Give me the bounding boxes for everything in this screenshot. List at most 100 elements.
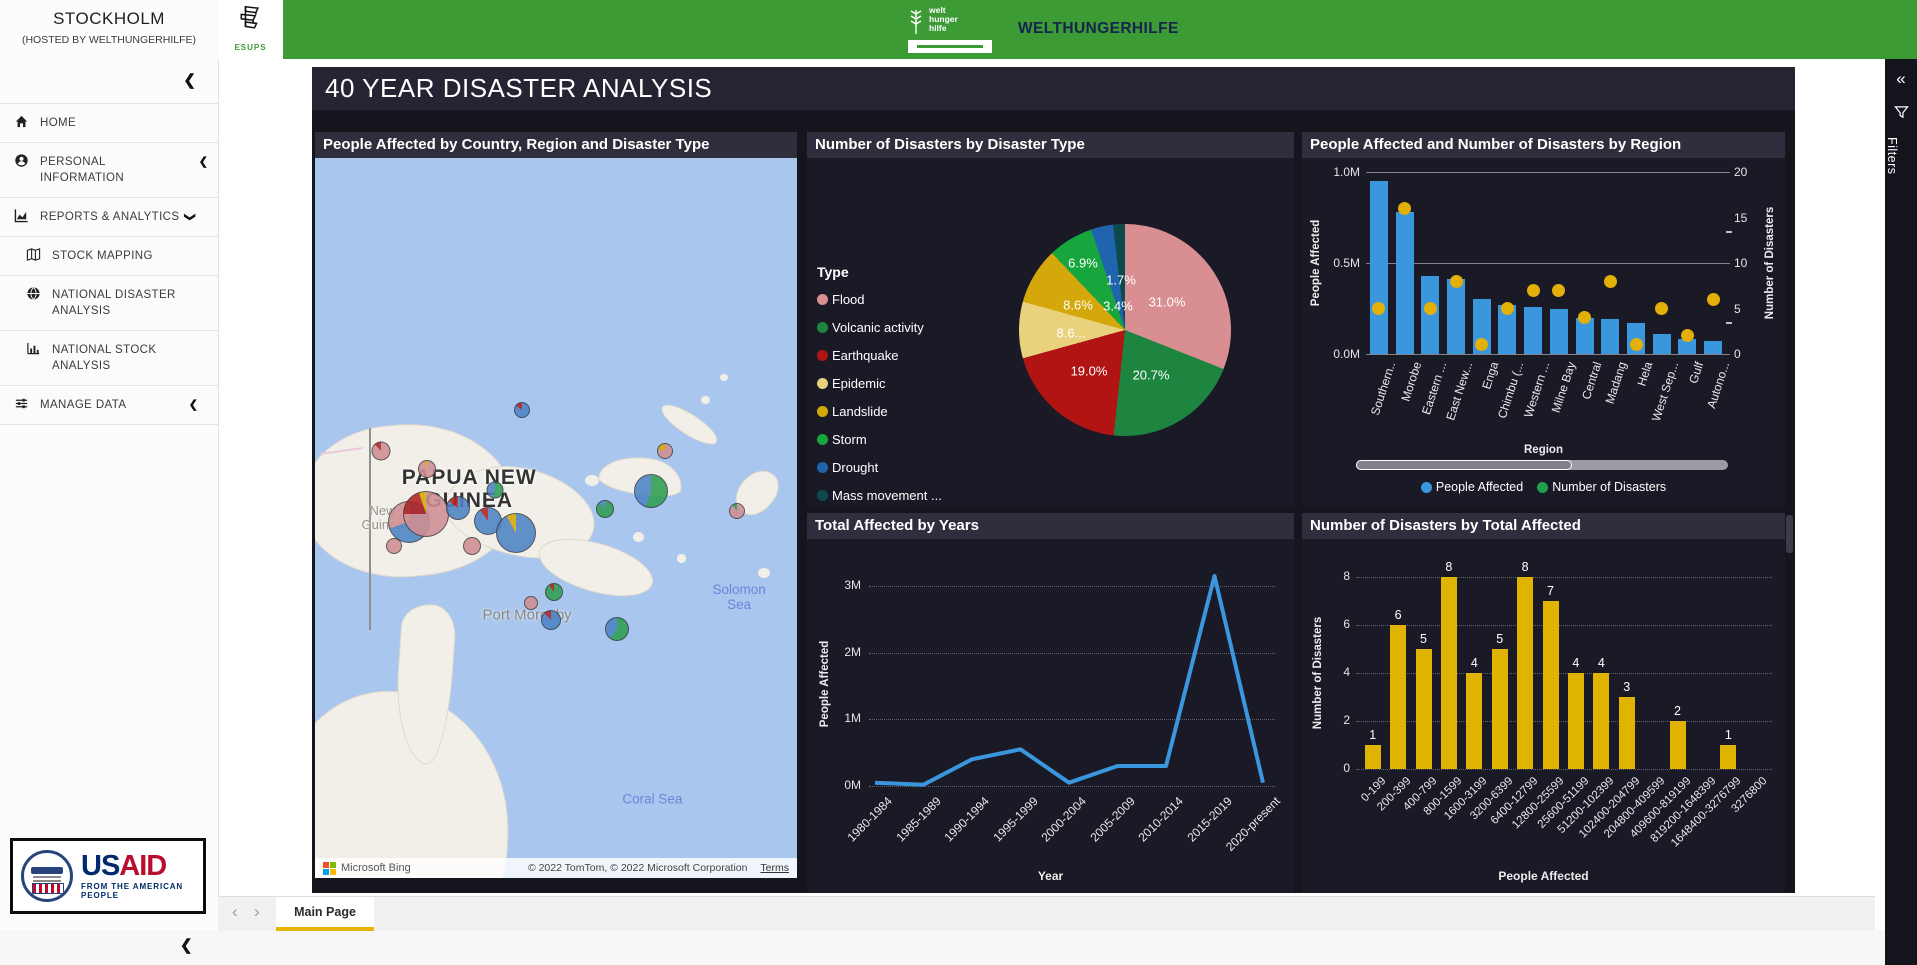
map-bubble[interactable] bbox=[656, 443, 673, 460]
map-bubble[interactable] bbox=[596, 500, 615, 519]
sidebar-item-home[interactable]: HOME bbox=[0, 104, 218, 143]
pie-visual[interactable] bbox=[1019, 224, 1231, 436]
bottom-collapse-icon[interactable]: ❮ bbox=[180, 937, 193, 954]
dot-number-of-disasters[interactable] bbox=[1629, 338, 1643, 352]
wheat-icon bbox=[910, 10, 922, 34]
filter-funnel-icon[interactable] bbox=[1893, 105, 1909, 120]
bar-column[interactable] bbox=[1593, 673, 1610, 769]
map-terms-link[interactable]: Terms bbox=[760, 862, 789, 874]
map-bubble[interactable] bbox=[514, 402, 531, 418]
bar-column[interactable] bbox=[1491, 649, 1508, 769]
dot-number-of-disasters[interactable] bbox=[1578, 311, 1592, 325]
prev-page-arrow[interactable]: ‹ bbox=[232, 902, 238, 921]
report-scrollbar[interactable] bbox=[1786, 515, 1793, 553]
map-bubble[interactable] bbox=[605, 616, 630, 641]
pie-legend-item[interactable]: Mass movement ... bbox=[817, 488, 942, 503]
bar-column[interactable] bbox=[1415, 649, 1432, 769]
map-bubble[interactable] bbox=[402, 491, 449, 538]
region-scrollbar-thumb[interactable] bbox=[1356, 460, 1572, 470]
column-people-affected[interactable] bbox=[1395, 212, 1414, 354]
sidebar-item-stock-mapping[interactable]: STOCK MAPPING bbox=[0, 237, 218, 276]
map-bubble[interactable] bbox=[463, 537, 482, 556]
column-people-affected[interactable] bbox=[1678, 339, 1697, 354]
column-people-affected[interactable] bbox=[1369, 181, 1388, 354]
dot-number-of-disasters[interactable] bbox=[1500, 302, 1514, 315]
dot-number-of-disasters[interactable] bbox=[1475, 338, 1489, 352]
map-bubble[interactable] bbox=[545, 583, 564, 602]
legend-dot-icon bbox=[817, 406, 828, 417]
pie-legend-item[interactable]: Earthquake bbox=[817, 348, 942, 363]
dot-number-of-disasters[interactable] bbox=[1398, 201, 1412, 215]
map-bubble[interactable] bbox=[633, 473, 668, 508]
dot-number-of-disasters[interactable] bbox=[1680, 329, 1694, 343]
bar-column[interactable] bbox=[1517, 577, 1534, 769]
bar-column[interactable] bbox=[1364, 745, 1381, 769]
pie-legend-item[interactable]: Epidemic bbox=[817, 376, 942, 391]
map-bubble[interactable] bbox=[371, 441, 391, 461]
map-bubble[interactable] bbox=[417, 460, 436, 479]
bar-data-label: 5 bbox=[1496, 632, 1504, 646]
pie-legend-item[interactable]: Drought bbox=[817, 460, 942, 475]
pie-legend-label: Flood bbox=[832, 292, 865, 307]
line-series[interactable] bbox=[807, 539, 1294, 893]
bar-column[interactable] bbox=[1440, 577, 1457, 769]
bar-column[interactable] bbox=[1669, 721, 1686, 769]
legend-people-affected[interactable]: People Affected bbox=[1420, 480, 1523, 494]
map-bubble[interactable] bbox=[495, 513, 536, 554]
sidebar-header: STOCKHOLM (HOSTED BY WELTHUNGERHILFE) bbox=[0, 0, 218, 59]
map-bubble[interactable] bbox=[386, 538, 403, 555]
bar-column[interactable] bbox=[1542, 601, 1559, 769]
dot-number-of-disasters[interactable] bbox=[1423, 302, 1437, 315]
pie-data-label: 8.6... bbox=[1056, 325, 1086, 341]
pie-legend-item[interactable]: Volcanic activity bbox=[817, 320, 942, 335]
chevron-left-icon[interactable]: ❮ bbox=[188, 399, 198, 411]
dot-number-of-disasters[interactable] bbox=[1706, 292, 1720, 306]
bar-column[interactable] bbox=[1390, 625, 1407, 769]
map-bubble[interactable] bbox=[486, 481, 504, 499]
region-scrollbar[interactable] bbox=[1356, 460, 1728, 470]
dot-number-of-disasters[interactable] bbox=[1449, 274, 1463, 288]
sidebar-item-manage-data[interactable]: MANAGE DATA ❮ bbox=[0, 386, 218, 425]
column-people-affected[interactable] bbox=[1601, 319, 1620, 354]
sidebar-item-reports-analytics[interactable]: REPORTS & ANALYTICS ❮ bbox=[0, 198, 218, 237]
bar-column[interactable] bbox=[1466, 673, 1483, 769]
tab-main-page[interactable]: Main Page bbox=[276, 897, 374, 931]
sidebar-item-national-stock-analysis[interactable]: NATIONAL STOCK ANALYSIS bbox=[0, 331, 218, 386]
map-bubble[interactable] bbox=[541, 609, 562, 630]
pie-legend-item[interactable]: Storm bbox=[817, 432, 942, 447]
bar-column[interactable] bbox=[1618, 697, 1635, 769]
pie-legend-item[interactable]: Landslide bbox=[817, 404, 942, 419]
pie-data-label: 8.6% bbox=[1063, 297, 1093, 313]
column-people-affected[interactable] bbox=[1447, 279, 1465, 354]
legend-number-of-disasters[interactable]: Number of Disasters bbox=[1537, 480, 1666, 494]
column-people-affected[interactable] bbox=[1549, 308, 1568, 354]
column-people-affected[interactable] bbox=[1652, 333, 1671, 354]
dot-number-of-disasters[interactable] bbox=[1552, 283, 1566, 297]
map[interactable]: PAPUA NEW GUINEA New Guinea Port Moresby So… bbox=[315, 158, 797, 878]
dot-number-of-disasters[interactable] bbox=[1526, 283, 1540, 297]
bar-column[interactable] bbox=[1720, 745, 1737, 769]
globe-icon bbox=[26, 286, 42, 302]
column-people-affected[interactable] bbox=[1575, 317, 1594, 354]
pie-legend-item[interactable]: Flood bbox=[817, 292, 942, 307]
expand-filters-icon[interactable]: « bbox=[1896, 69, 1906, 88]
bar-data-label: 6 bbox=[1394, 608, 1402, 622]
combo-plot-area[interactable] bbox=[1366, 172, 1730, 355]
dot-number-of-disasters[interactable] bbox=[1372, 302, 1386, 315]
column-people-affected[interactable] bbox=[1524, 306, 1543, 354]
dot-number-of-disasters[interactable] bbox=[1655, 302, 1669, 315]
column-people-affected[interactable] bbox=[1498, 304, 1517, 354]
chevron-left-icon[interactable]: ❮ bbox=[198, 156, 208, 168]
chevron-down-icon[interactable]: ❮ bbox=[184, 212, 197, 222]
sidebar-item-label: NATIONAL DISASTER ANALYSIS bbox=[52, 289, 176, 317]
sidebar-item-personal-information[interactable]: PERSONAL INFORMATION ❮ bbox=[0, 143, 218, 198]
next-page-arrow[interactable]: › bbox=[254, 902, 260, 921]
map-bubble[interactable] bbox=[523, 595, 538, 610]
map-bubble[interactable] bbox=[446, 495, 471, 520]
column-people-affected[interactable] bbox=[1704, 341, 1723, 354]
sidebar-collapse-icon[interactable]: ❮ bbox=[183, 72, 196, 89]
dot-number-of-disasters[interactable] bbox=[1603, 274, 1617, 288]
bar-column[interactable] bbox=[1567, 673, 1584, 769]
map-bubble[interactable] bbox=[729, 502, 746, 519]
sidebar-item-national-disaster-analysis[interactable]: NATIONAL DISASTER ANALYSIS bbox=[0, 276, 218, 331]
